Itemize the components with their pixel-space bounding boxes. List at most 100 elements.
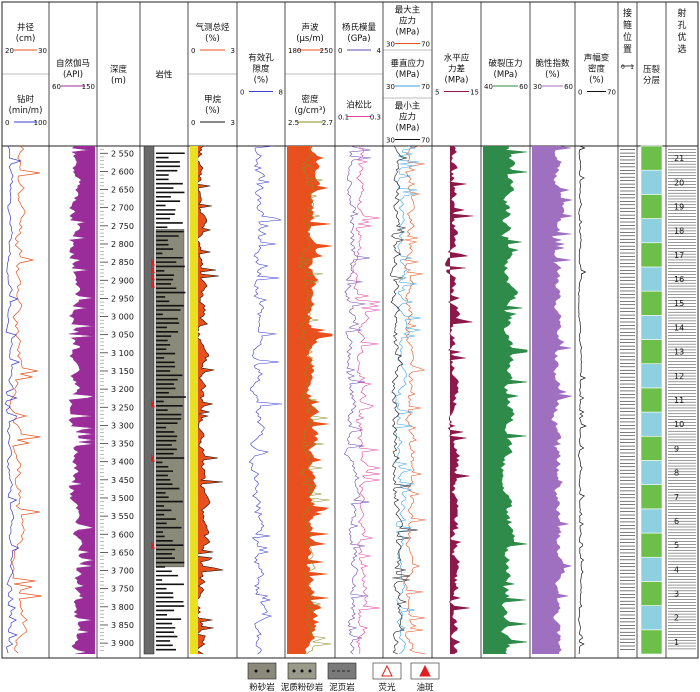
depth-tick-label: 2 550 [111, 149, 134, 158]
oil-show-marker [151, 452, 155, 462]
frac-stage-block [640, 242, 663, 268]
depth-tick-label: 2 750 [111, 222, 134, 231]
frac-stage-block [640, 532, 663, 558]
header-range-min: 20 [5, 47, 14, 55]
header-range-min: 5 [435, 89, 439, 97]
header-title: (%) [254, 76, 269, 86]
frac-stage-label: 19 [674, 202, 684, 211]
breakdown-pressure-curve-fill [483, 146, 528, 654]
header-range-min: 30 [386, 41, 395, 49]
header-title: 分层 [643, 76, 660, 86]
legend-dot [266, 669, 270, 673]
total-gas-fill [190, 146, 198, 654]
header-title: (%) [545, 70, 560, 80]
header-range-min: 30 [386, 137, 395, 145]
min-stress-curve [389, 145, 418, 655]
header-range-min: 30 [533, 83, 542, 91]
depth-tick-label: 3 350 [111, 440, 134, 449]
depth-tick-label: 3 550 [111, 512, 134, 521]
header-title: 深度 [110, 64, 128, 75]
legend-dot [254, 669, 258, 673]
header-title: 优 [677, 31, 686, 43]
header-range-min: 0.1 [338, 114, 349, 122]
header-range-min: 60 [52, 83, 61, 91]
header-title: 井径 [17, 22, 35, 33]
header-title: 自然伽马 [56, 58, 90, 69]
header-title: 密度 [301, 94, 319, 105]
header-title: 钻时 [17, 94, 35, 105]
frac-stage-block [640, 629, 663, 655]
header-title: 压裂 [643, 64, 661, 75]
header-title: 破裂压力 [488, 58, 522, 69]
sonic-curve-fill [287, 146, 333, 654]
depth-tick-label: 3 400 [111, 458, 134, 467]
depth-tick-label: 2 650 [111, 186, 134, 195]
lithology-column [143, 145, 155, 655]
header-range-max: 3 [231, 47, 235, 55]
header-range-max: 3 [231, 119, 235, 127]
depth-tick-label: 3 450 [111, 476, 134, 485]
header-range-max: 60 [564, 83, 573, 91]
stress-diff-curve-fill [445, 146, 474, 654]
depth-tick-label: 2 700 [111, 204, 134, 213]
header-range-max: 4 [377, 47, 382, 55]
header-range-max: 0.3 [370, 114, 381, 122]
depth-tick-label: 2 800 [111, 240, 134, 249]
header-title: 气测总烃 [195, 22, 230, 33]
frac-stage-block [640, 411, 663, 437]
header-range-max: 70 [421, 41, 430, 49]
fluorescence-icon [381, 664, 393, 677]
depth-tick-label: 3 250 [111, 403, 134, 412]
methane-curve-fill [190, 146, 224, 654]
frac-stage-block [640, 556, 663, 582]
oil-show-marker [151, 539, 155, 549]
frac-stage-label: 1 [674, 638, 679, 647]
header-range-max: 15 [470, 89, 479, 97]
header-title: (MPa) [396, 28, 420, 38]
frac-stage-block [640, 605, 663, 631]
header-title: 声波 [301, 22, 319, 33]
depth-tick-label: 3 300 [111, 421, 134, 430]
header-range-max: 70 [421, 83, 430, 91]
frac-stage-label: 5 [674, 541, 679, 550]
header-title: 脆性指数 [535, 58, 570, 69]
gamma-ray-curve-fill [69, 146, 95, 654]
legend-dot [292, 669, 296, 673]
legend-label: 粉砂岩 [249, 682, 275, 692]
brittleness-curve-fill [532, 146, 573, 654]
frac-stage-label: 17 [674, 251, 684, 260]
frac-stage-block [640, 145, 663, 171]
legend-label: 泥页岩 [329, 682, 355, 692]
oil-show-marker [151, 278, 155, 288]
legend-label: 泥质粉砂岩 [281, 682, 324, 692]
frac-stage-label: 12 [674, 372, 684, 381]
frac-stage-block [640, 315, 663, 340]
legend-swatch [247, 662, 277, 680]
header-title: (MPa) [396, 124, 420, 134]
frac-stage-label: 13 [674, 348, 684, 357]
caliper-curve [8, 145, 42, 654]
density-curve [296, 145, 332, 655]
header-title: 最小主 [395, 101, 421, 112]
header-title: 隙度 [252, 64, 270, 75]
frac-stage-label: 21 [674, 154, 684, 163]
header-title: (API) [63, 70, 83, 80]
depth-tick-label: 2 850 [111, 258, 134, 267]
frac-stage-block [640, 169, 663, 195]
header-title: 应力 [399, 112, 416, 123]
frac-stage-block [640, 266, 663, 292]
frac-stage-label: 2 [674, 614, 679, 623]
header-range-min: 0 [191, 119, 195, 127]
frac-stage-block [640, 363, 663, 389]
brittleness-curve [550, 145, 573, 655]
depth-tick-label: 2 900 [111, 276, 134, 285]
frac-stage-label: 15 [674, 299, 684, 308]
poisson-ratio-curve [352, 145, 381, 655]
header-range-max: 1 [630, 64, 634, 71]
depth-tick-label: 3 650 [111, 548, 134, 557]
header-title: (MPa) [445, 76, 469, 86]
amplitude-curve [578, 145, 587, 655]
legend-label: 油斑 [416, 682, 434, 692]
header-title: 接 [623, 7, 632, 19]
stress-diff-curve [444, 145, 474, 655]
